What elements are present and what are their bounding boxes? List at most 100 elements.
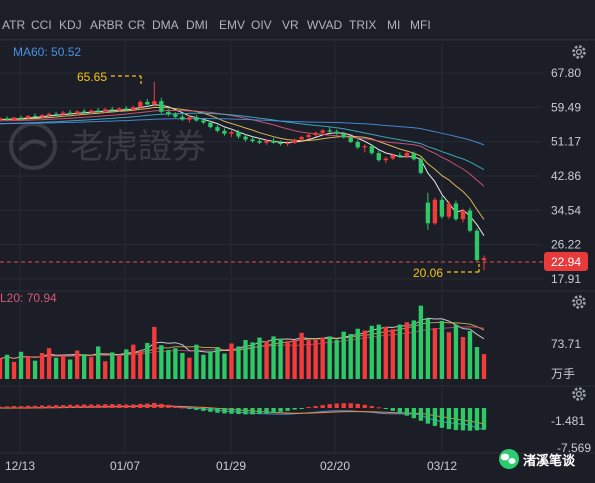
candle-body xyxy=(18,117,24,119)
volume-ma-lines xyxy=(0,317,485,360)
macd-bar xyxy=(4,406,10,408)
brand-label: 渚溪笔谈 xyxy=(523,453,576,468)
candle-body xyxy=(194,117,199,121)
macd-bar xyxy=(397,408,403,414)
candlestick-series xyxy=(0,81,487,271)
volume-bar xyxy=(110,352,115,379)
macd-bar xyxy=(180,407,185,409)
price-axis: 67.80 59.49 51.17 42.86 34.54 26.22 17.91 xyxy=(551,66,581,286)
volume-bar xyxy=(327,336,332,379)
macd-bar xyxy=(187,408,192,409)
horizontal-grid xyxy=(0,72,542,280)
macd-bar xyxy=(124,404,129,408)
candle-body xyxy=(425,202,431,224)
volume-bar xyxy=(453,324,459,379)
volume-bar xyxy=(201,354,206,379)
indicator-tab-atr[interactable]: ATR xyxy=(2,18,26,32)
candle-body xyxy=(285,142,290,145)
volume-bar xyxy=(306,339,311,379)
macd-bar xyxy=(376,407,381,409)
macd-bar xyxy=(460,408,466,431)
volume-bars xyxy=(0,305,487,379)
macd-bar xyxy=(81,404,87,408)
candle-body xyxy=(278,142,283,145)
indicator-tab-dmi[interactable]: DMI xyxy=(186,18,208,32)
price-tick-label: 51.17 xyxy=(551,135,581,149)
date-tick-label: 03/12 xyxy=(427,459,457,473)
indicator-tab-dma[interactable]: DMA xyxy=(152,18,179,32)
volume-ma-label: L20: 70.94 xyxy=(0,291,57,305)
macd-bar xyxy=(46,405,52,408)
volume-bar xyxy=(138,351,143,379)
candle-body xyxy=(81,111,87,113)
volume-bar xyxy=(390,329,395,379)
volume-bar xyxy=(222,353,227,379)
price-tick-label: 67.80 xyxy=(551,66,581,80)
candle-body xyxy=(362,146,367,148)
candle-body xyxy=(131,107,136,110)
gear-icon[interactable] xyxy=(572,387,586,401)
macd-bar xyxy=(110,404,115,408)
volume-bar xyxy=(39,352,45,379)
volume-bar xyxy=(348,334,353,379)
macd-bar xyxy=(341,403,346,408)
volume-bar xyxy=(89,357,94,379)
macd-bar xyxy=(74,404,80,408)
macd-bar xyxy=(159,403,164,408)
indicator-tab-emv[interactable]: EMV xyxy=(219,18,246,32)
volume-bar xyxy=(439,321,445,379)
macd-histogram xyxy=(0,402,487,431)
macd-bar xyxy=(390,408,395,411)
macd-bar xyxy=(418,408,424,421)
macd-bar xyxy=(60,405,66,408)
candle-body xyxy=(299,137,304,140)
indicator-tab-wvad[interactable]: WVAD xyxy=(307,18,343,32)
candle-body xyxy=(397,155,403,157)
volume-bar xyxy=(180,352,185,379)
candle-body xyxy=(341,133,346,138)
indicator-tab-trix[interactable]: TRIX xyxy=(349,18,377,32)
current-price-text: 22.94 xyxy=(551,255,581,269)
macd-bar xyxy=(271,408,276,413)
indicator-tab-vr[interactable]: VR xyxy=(282,18,299,32)
date-tick-label: 02/20 xyxy=(320,459,350,473)
candle-body xyxy=(11,117,17,120)
candle-body xyxy=(439,199,445,217)
indicator-tab-cr[interactable]: CR xyxy=(128,18,146,32)
macd-bar xyxy=(467,408,473,431)
gear-icon[interactable] xyxy=(572,45,586,59)
volume-bar xyxy=(67,359,73,379)
macd-bar xyxy=(355,403,360,408)
indicator-tab-oiv[interactable]: OIV xyxy=(251,18,272,32)
macd-tick-upper: -1.481 xyxy=(551,414,585,428)
volume-bar xyxy=(131,344,136,379)
macd-tick-lower: -7.569 xyxy=(557,441,591,455)
indicator-tab-mi[interactable]: MI xyxy=(387,18,401,32)
macd-bar xyxy=(201,408,206,411)
indicator-tab-arbr[interactable]: ARBR xyxy=(90,18,124,32)
macd-bar xyxy=(25,405,31,408)
macd-bar xyxy=(278,408,283,412)
indicator-tab-cci[interactable]: CCI xyxy=(31,18,52,32)
macd-bar xyxy=(18,406,24,408)
low-price-label: 20.06 xyxy=(413,266,443,280)
gear-icon[interactable] xyxy=(572,295,586,309)
macd-bar xyxy=(369,406,374,408)
indicator-tab-mfi[interactable]: MFI xyxy=(410,18,431,32)
macd-bar xyxy=(439,408,445,428)
macd-bar xyxy=(334,403,339,408)
volume-bar xyxy=(96,346,101,379)
volume-bar xyxy=(467,331,473,379)
volume-bar xyxy=(257,337,262,379)
candle-body xyxy=(383,158,388,161)
date-tick-label: 01/29 xyxy=(216,459,246,473)
macd-bar xyxy=(208,408,213,412)
volume-bar xyxy=(243,339,248,379)
volume-bar xyxy=(376,324,381,379)
macd-bar xyxy=(138,403,143,408)
indicator-tab-kdj[interactable]: KDJ xyxy=(59,18,82,32)
volume-bar xyxy=(60,355,66,379)
volume-bar xyxy=(46,348,52,379)
candle-body xyxy=(334,131,339,134)
